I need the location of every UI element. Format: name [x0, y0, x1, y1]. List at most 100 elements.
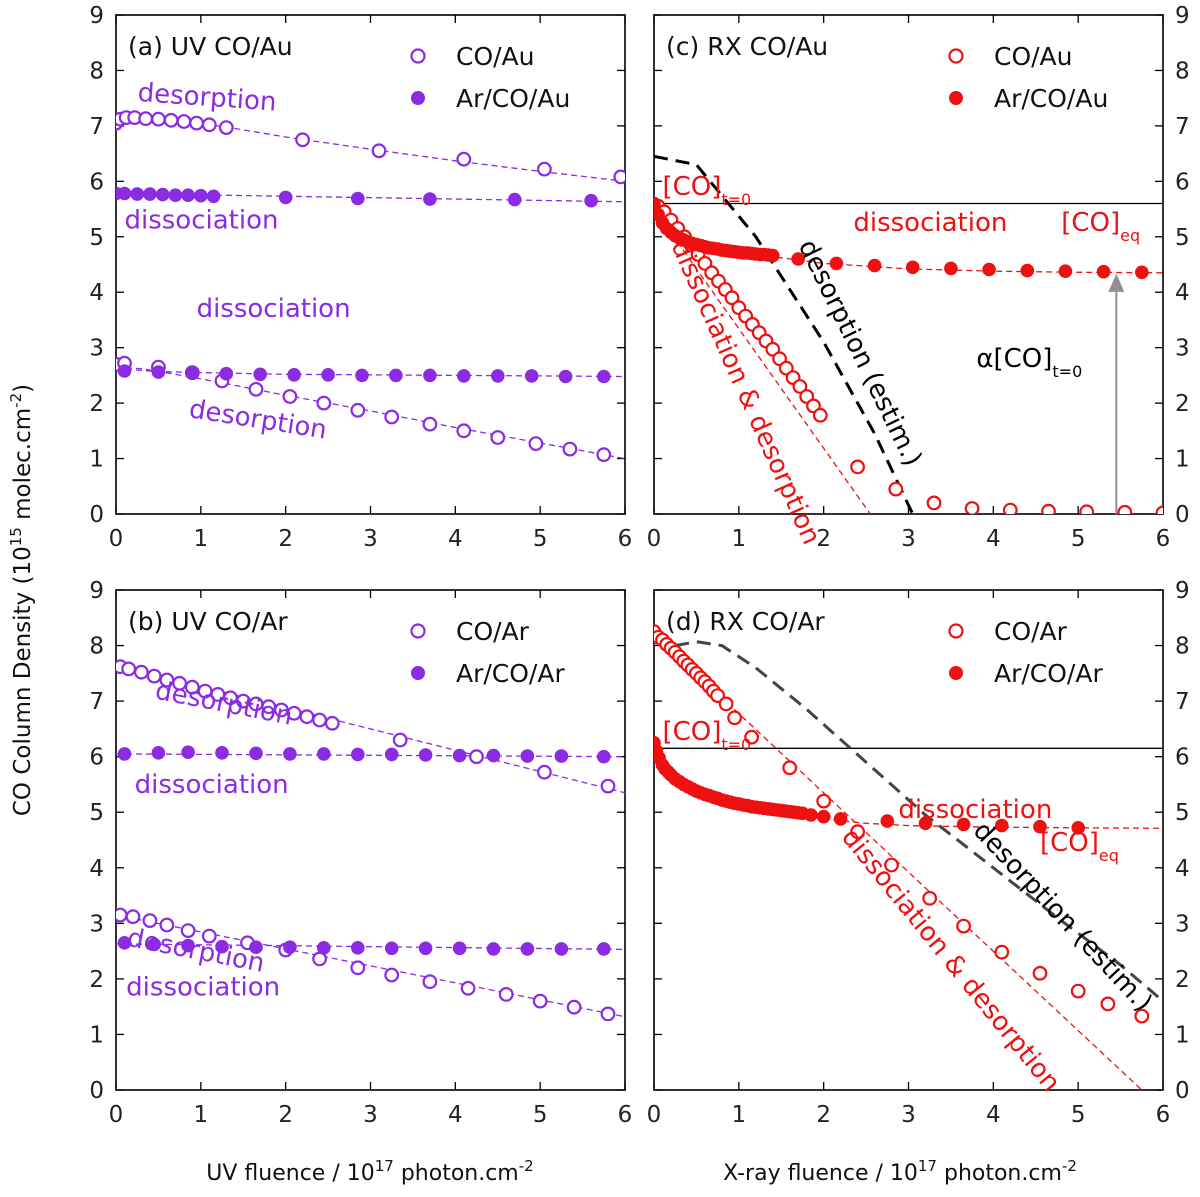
data-point-filled — [457, 369, 471, 383]
data-point-open — [994, 944, 1010, 960]
y-tick-label: 5 — [89, 225, 104, 251]
data-point-open — [566, 999, 582, 1015]
data-point-filled — [1020, 263, 1035, 278]
x-tick-label: 1 — [732, 526, 747, 552]
data-point-open — [146, 668, 162, 684]
data-point-open — [324, 715, 340, 731]
data-point-open — [956, 918, 971, 934]
y-tick-label: 1 — [89, 1022, 104, 1048]
legend-label: CO/Ar — [994, 617, 1068, 646]
x-tick-label: 3 — [363, 526, 378, 552]
data-point-filled — [520, 942, 535, 956]
x-axis-label-left-tail: photon.cm — [394, 1161, 519, 1186]
data-point-open — [532, 993, 548, 1009]
data-point-filled — [804, 808, 818, 822]
data-point-filled — [117, 747, 132, 761]
data-point-filled — [384, 747, 399, 762]
y-tick-label: 2 — [1175, 391, 1190, 417]
data-point-filled — [452, 748, 467, 763]
y-tick-label: 6 — [89, 169, 104, 195]
data-point-open — [727, 710, 742, 726]
x-tick-label: 2 — [278, 1102, 293, 1128]
data-point-open — [125, 909, 141, 925]
y-tick-label: 8 — [1175, 634, 1190, 660]
data-point-filled — [880, 814, 895, 828]
y-tick-label: 9 — [89, 3, 104, 29]
data-point-open — [792, 379, 808, 394]
fit-line — [116, 943, 625, 951]
data-point-filled — [558, 369, 573, 384]
legend-marker — [948, 623, 964, 639]
alpha-arrow-head — [1108, 273, 1125, 292]
data-point-open — [392, 732, 408, 748]
data-point-filled — [206, 189, 221, 204]
data-point-filled — [766, 248, 780, 263]
y-tick-label: 8 — [89, 58, 104, 84]
data-point-filled — [249, 940, 263, 955]
annotation-text: dissociation — [197, 294, 351, 324]
x-tick-label: 5 — [1071, 526, 1086, 552]
data-point-filled — [918, 816, 933, 831]
data-point-filled — [249, 746, 263, 761]
annotation-subscript: t=0 — [721, 735, 751, 754]
data-point-open — [201, 928, 217, 944]
data-point-filled — [486, 748, 501, 763]
data-point-open — [201, 117, 217, 133]
data-point-open — [1117, 504, 1133, 514]
data-point-open — [1155, 505, 1163, 514]
data-point-open — [133, 664, 149, 680]
y-tick-label: 9 — [1175, 578, 1190, 604]
data-point-open — [926, 495, 942, 511]
data-point-open — [537, 764, 552, 780]
data-point-filled — [155, 187, 170, 202]
data-point-open — [299, 709, 315, 725]
data-point-filled — [867, 258, 882, 273]
data-point-open — [295, 132, 311, 148]
y-axis-label: CO Column Density (1015 molec.cm-2) — [7, 384, 36, 816]
data-point-filled — [384, 941, 399, 956]
desorption-estimate-curve — [654, 154, 915, 514]
annotation-concentration: [CO]t=0 — [662, 717, 751, 754]
data-point-filled — [151, 365, 166, 379]
data-point-open — [371, 143, 387, 159]
y-tick-label: 8 — [89, 634, 104, 660]
y-tick-label: 9 — [1175, 3, 1190, 29]
y-tick-label: 3 — [89, 336, 104, 362]
data-point-open — [163, 112, 179, 128]
x-tick-label: 0 — [647, 1102, 662, 1128]
y-tick-label: 4 — [1175, 856, 1190, 882]
y-axis-label-sup2: -2 — [7, 393, 25, 408]
data-point-open — [537, 161, 552, 177]
y-tick-label: 5 — [1175, 225, 1190, 251]
x-tick-label: 3 — [901, 526, 916, 552]
data-point-open — [964, 501, 980, 514]
data-point-open — [176, 114, 192, 129]
data-point-open — [282, 389, 298, 404]
data-point-filled — [219, 366, 234, 381]
x-tick-label: 6 — [618, 526, 633, 552]
legend-label: Ar/CO/Au — [994, 84, 1108, 113]
annotation-text: dissociation — [126, 973, 280, 1003]
panel-a: 0 1 2 3 4 5 6 0 1 2 3 4 5 6 7 8 9 (a) UV CO/Au CO/Au Ar/CO/… — [89, 3, 632, 552]
annotation-text: [CO] — [1061, 208, 1120, 238]
data-point-filled — [317, 747, 331, 761]
annotation-text: α[CO] — [976, 344, 1052, 374]
data-point-filled — [181, 745, 195, 760]
data-point-filled — [423, 368, 437, 383]
data-point-filled — [944, 261, 958, 276]
data-point-open — [490, 430, 506, 445]
legend-label: Ar/CO/Ar — [994, 659, 1103, 688]
data-point-filled — [1058, 264, 1073, 279]
data-point-open — [718, 696, 734, 712]
x-axis-label-right-tail: photon.cm — [937, 1161, 1062, 1186]
data-point-filled — [486, 942, 501, 956]
y-tick-label: 6 — [89, 745, 104, 771]
y-axis-label-main: CO Column Density (10 — [10, 546, 36, 816]
data-point-filled — [520, 749, 535, 763]
data-point-filled — [351, 747, 365, 762]
annotation-text: dissociation — [853, 208, 1007, 238]
annotation-subscript: eq — [1099, 846, 1119, 865]
data-point-open — [142, 913, 158, 928]
data-point-filled — [351, 191, 365, 206]
